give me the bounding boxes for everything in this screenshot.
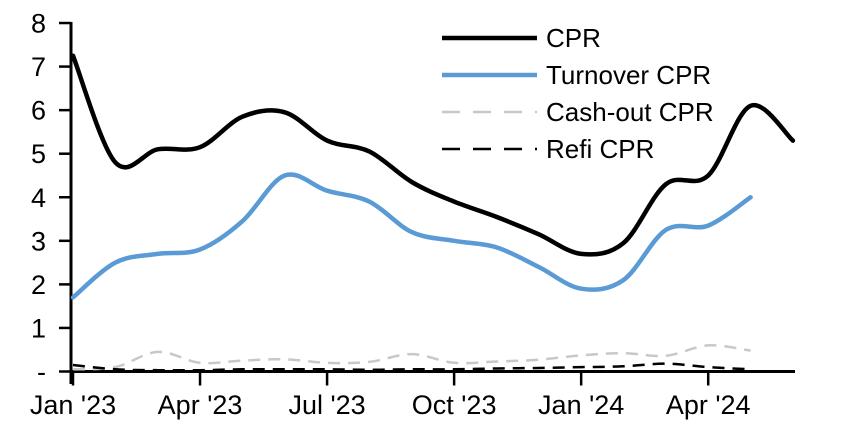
legend-label-refi-cpr: Refi CPR [546, 134, 654, 164]
legend-label-cpr: CPR [546, 23, 601, 53]
series-line-cpr [70, 53, 796, 257]
legend-label-cash-out-cpr: Cash-out CPR [546, 97, 714, 127]
y-tick-label: 3 [31, 226, 46, 256]
x-tick-label: Apr '24 [666, 390, 751, 420]
x-tick-label: Oct '23 [412, 390, 497, 420]
y-tick-label: 8 [31, 9, 46, 39]
y-tick-label: - [37, 357, 46, 387]
y-tick-label: 2 [31, 270, 46, 300]
x-tick-label: Jan '24 [538, 390, 624, 420]
legend-label-turnover-cpr: Turnover CPR [546, 60, 711, 90]
series-line-refi-cpr [72, 362, 751, 372]
series-line-turnover-cpr [70, 172, 753, 300]
x-tick-label: Jul '23 [288, 390, 365, 420]
x-tick-label: Apr '23 [158, 390, 243, 420]
y-tick-label: 7 [31, 52, 46, 82]
legend: CPR Turnover CPR Cash-out CPR Refi CPR [442, 23, 714, 164]
x-tick-label: Jan '23 [30, 390, 116, 420]
y-tick-label: 1 [31, 313, 46, 343]
y-tick-label: 4 [31, 183, 46, 213]
y-tick-label: 6 [31, 96, 46, 126]
series-lines [70, 53, 796, 372]
y-tick-label: 5 [31, 139, 46, 169]
axes: - 1 2 3 4 5 6 7 8 Jan '23 Apr '23 Jul '23 Oct '23 Jan… [30, 9, 795, 420]
legend-entry-cpr: CPR [442, 23, 601, 53]
series-line-cash-out-cpr [72, 344, 751, 371]
legend-entry-cash-out-cpr: Cash-out CPR [442, 97, 714, 127]
legend-entry-refi-cpr: Refi CPR [442, 134, 654, 164]
legend-entry-turnover-cpr: Turnover CPR [442, 60, 711, 90]
